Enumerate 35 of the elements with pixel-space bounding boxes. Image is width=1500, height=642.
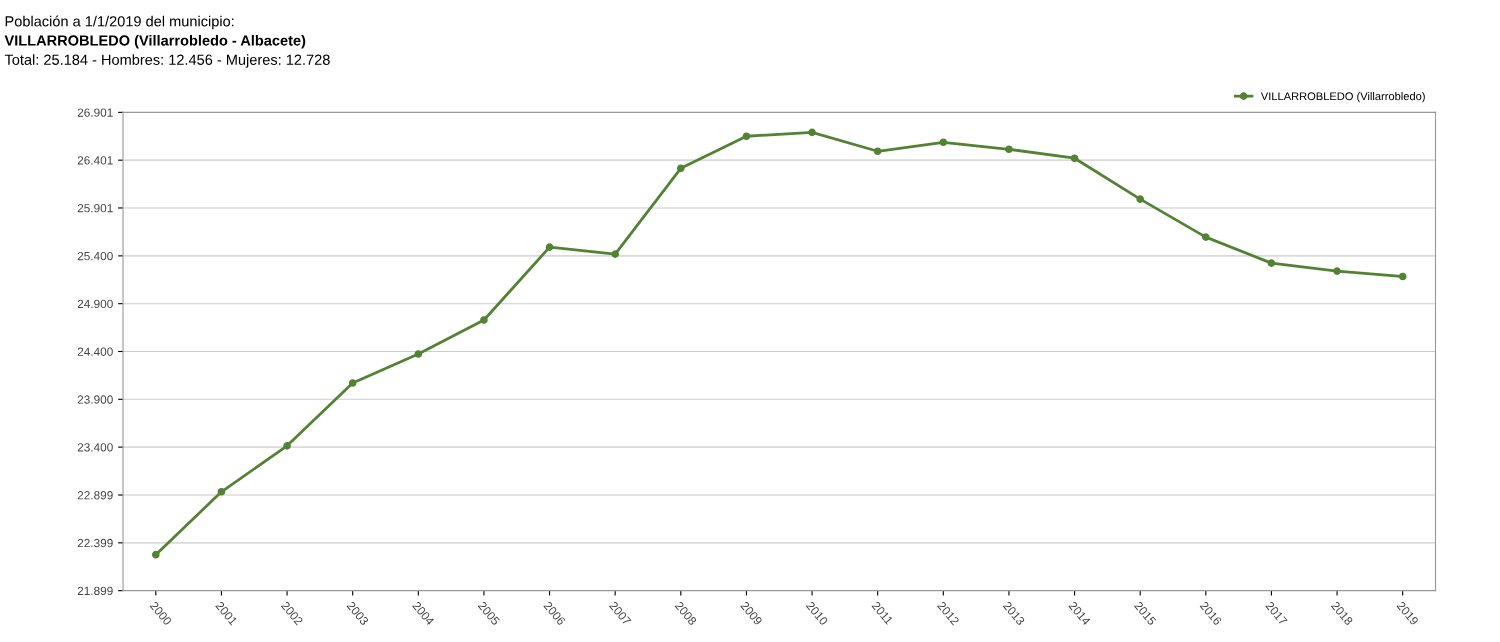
y-tick-label: 26.401 — [77, 156, 113, 165]
point — [545, 243, 554, 251]
point — [217, 487, 226, 496]
point — [1070, 154, 1079, 163]
chart-title: Población a 1/1/2019 del municipio: — [5, 15, 234, 30]
point — [873, 147, 882, 156]
point — [1005, 145, 1013, 154]
chart-subtitle: VILLARROBLEDO (Villarrobledo - Albacete) — [4, 34, 306, 49]
point — [283, 442, 291, 450]
legend-label: VILLARROBLEDO (Villarrobledo) — [1260, 91, 1425, 103]
point — [1333, 267, 1341, 275]
y-tick-label: 21.899 — [77, 586, 113, 596]
y-tick-label: 25.400 — [77, 251, 113, 261]
y-tick-label: 25.901 — [77, 204, 113, 213]
point — [808, 128, 816, 137]
point — [151, 550, 160, 559]
point — [348, 379, 357, 387]
point — [742, 132, 751, 141]
point — [1136, 195, 1145, 203]
y-tick-label: 23.400 — [77, 443, 113, 452]
y-tick-label: 26.901 — [77, 108, 113, 117]
point — [676, 164, 685, 173]
y-tick-label: 22.899 — [77, 491, 113, 500]
point — [1398, 272, 1407, 281]
point — [1201, 233, 1210, 241]
y-tick-label: 24.400 — [77, 347, 113, 356]
y-tick-label: 23.900 — [77, 395, 113, 404]
y-tick-label: 22.399 — [77, 538, 113, 548]
text: Total: 25.184 - Hombres: 12.456 - Mujeres: 12.728 — [4, 54, 330, 68]
y-tick-label: 24.900 — [77, 299, 113, 309]
point — [1267, 259, 1276, 267]
point — [480, 316, 488, 324]
point — [414, 350, 423, 358]
point — [611, 250, 620, 258]
point — [939, 138, 948, 147]
